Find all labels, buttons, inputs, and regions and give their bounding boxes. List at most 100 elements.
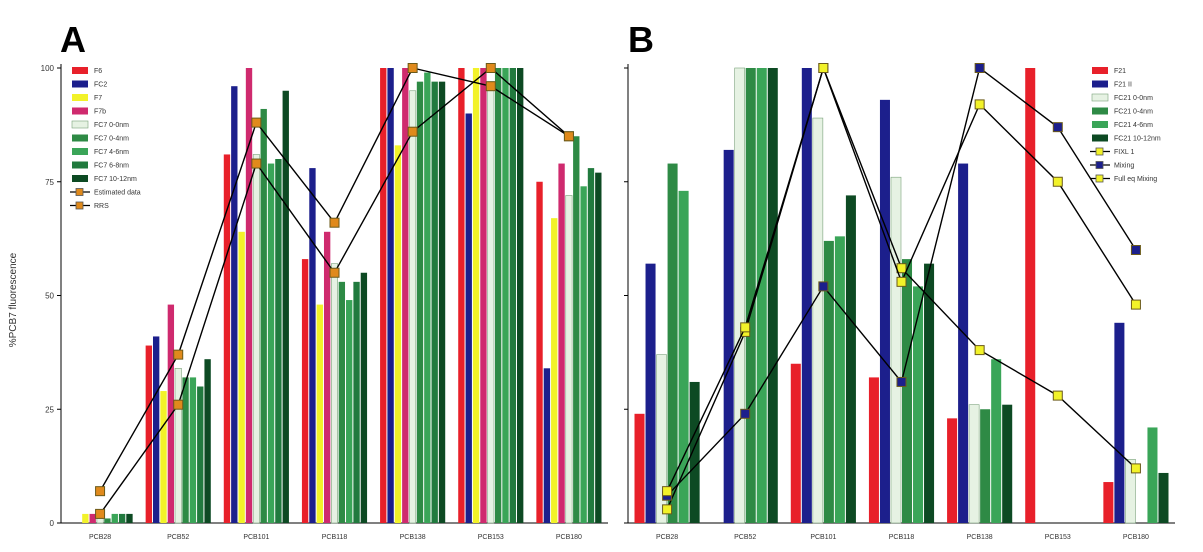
line-marker (818, 63, 829, 73)
bar (543, 368, 551, 523)
bar (472, 68, 480, 523)
bar (573, 136, 580, 523)
legend-label: FC21 10-12nm (1114, 136, 1161, 143)
bar (517, 68, 524, 523)
bar (587, 168, 595, 523)
bar (152, 336, 160, 523)
legend-swatch (72, 67, 88, 74)
bar (402, 68, 409, 523)
bar (968, 404, 980, 524)
legend-swatch (1092, 67, 1108, 74)
line-marker (1052, 176, 1063, 187)
line-marker (974, 99, 985, 110)
panel-b-label: B (628, 19, 654, 60)
bar (980, 409, 991, 523)
y-tick-label: 100 (41, 64, 55, 73)
line-marker (173, 349, 184, 360)
legend-swatch (71, 120, 89, 129)
bar (1147, 427, 1158, 523)
legend-swatch (72, 94, 88, 101)
bar (424, 72, 431, 524)
bar (316, 304, 323, 523)
x-tick-label: PCB153 (1045, 534, 1071, 541)
bar (380, 68, 387, 523)
bar (111, 513, 118, 523)
bar (1025, 68, 1036, 523)
bar (494, 68, 502, 523)
line-marker (485, 81, 496, 92)
bar (790, 363, 801, 523)
bar (182, 377, 189, 523)
bar (595, 172, 602, 523)
line-marker (896, 276, 907, 287)
legend-label: F21 II (1114, 82, 1132, 89)
line-marker (329, 267, 340, 278)
bar (1114, 322, 1125, 523)
bar (656, 354, 667, 524)
bar (536, 181, 543, 523)
bar (387, 68, 394, 523)
bar (879, 99, 890, 523)
legend-swatch (1092, 80, 1108, 88)
line-marker (662, 486, 673, 497)
line-marker (251, 117, 262, 128)
panel-a-y-axis-label: %PCB7 fluorescence (8, 252, 19, 347)
bar (812, 117, 824, 524)
bar (89, 513, 96, 523)
legend-label: F6 (94, 68, 102, 75)
line-marker (1052, 122, 1063, 133)
bar (551, 218, 558, 523)
y-tick-label: 75 (45, 178, 54, 187)
line-marker (740, 322, 751, 333)
line-marker (896, 376, 907, 387)
legend-label: FC2 (94, 82, 107, 89)
bar (558, 163, 565, 524)
legend-label: F7 (94, 95, 102, 102)
x-tick-label: PCB180 (1123, 534, 1149, 541)
y-tick-label: 25 (45, 405, 54, 414)
bar (823, 240, 834, 523)
line-marker (974, 345, 985, 356)
bar (958, 163, 969, 524)
bar (353, 281, 360, 523)
legend-label: Mixing (1114, 163, 1134, 170)
bar (890, 176, 902, 524)
x-tick-label: PCB138 (400, 534, 426, 541)
bar (924, 263, 935, 523)
bar (756, 68, 767, 523)
bar (331, 263, 338, 524)
bar (204, 359, 211, 523)
bar (118, 513, 126, 523)
x-tick-label: PCB118 (889, 534, 915, 541)
line-marker (407, 63, 418, 73)
bar (126, 513, 133, 523)
bar (301, 259, 309, 523)
x-tick-label: PCB52 (167, 534, 189, 541)
legend-swatch (1091, 93, 1109, 102)
x-tick-label: PCB180 (556, 534, 582, 541)
bar (458, 68, 465, 523)
x-tick-label: PCB101 (810, 534, 836, 541)
x-tick-label: PCB28 (89, 534, 111, 541)
legend-swatch (72, 80, 88, 88)
line-marker (818, 281, 829, 292)
panel-a-label: A (60, 19, 86, 60)
bar (913, 286, 924, 523)
legend-swatch (1092, 121, 1108, 128)
bar (174, 367, 182, 524)
bar (634, 413, 645, 523)
bar (868, 377, 879, 523)
line-marker (563, 131, 574, 142)
line-marker (1130, 245, 1141, 255)
line-marker (662, 504, 673, 515)
bar (565, 195, 573, 524)
legend-swatch (72, 148, 88, 155)
bar (245, 68, 253, 523)
bar (82, 513, 89, 523)
y-tick-label: 0 (50, 519, 55, 528)
panel-a: 0 25 50 75 100 PCB28 PCB52 PCB101 PCB118 PCB138 PC… (41, 63, 608, 541)
bar (723, 149, 734, 523)
bar (394, 145, 402, 523)
y-tick-label: 50 (45, 292, 54, 301)
bar (346, 300, 353, 523)
